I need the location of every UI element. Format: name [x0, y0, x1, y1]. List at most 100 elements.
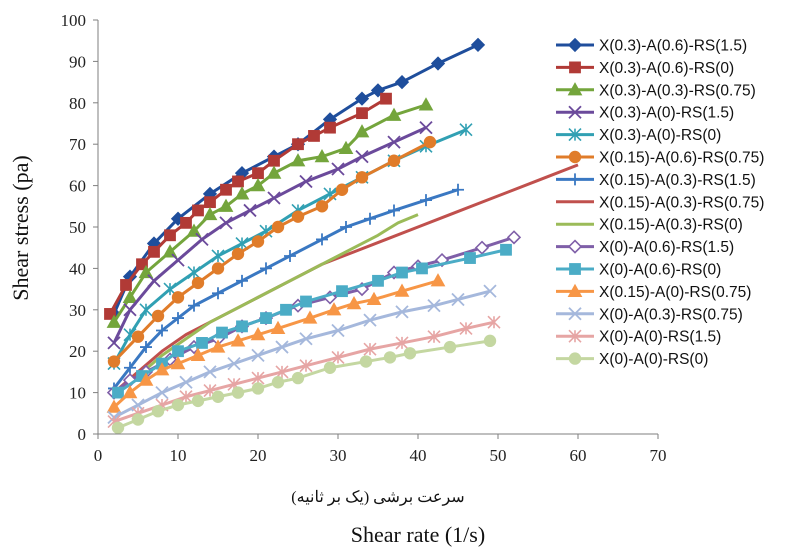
y-tick-label: 50 — [69, 218, 86, 237]
data-point — [316, 233, 328, 246]
legend-label: X(0)-A(0.3)-RS(0.75) — [599, 306, 743, 323]
legend-label: X(0)-A(0)-RS(0) — [599, 351, 708, 368]
data-point — [275, 365, 289, 379]
legend-label: X(0.3)-A(0.6)-RS(0) — [599, 60, 734, 77]
y-tick-label: 10 — [69, 384, 86, 403]
data-point — [567, 37, 583, 53]
legend-item: X(0.15)-A(0.3)-RS(0) — [556, 217, 743, 234]
data-point — [218, 198, 234, 212]
data-point — [136, 258, 148, 271]
legend-label: X(0.15)-A(0.3)-RS(0.75) — [599, 194, 764, 211]
legend-item: X(0)-A(0.6)-RS(0) — [556, 262, 721, 279]
data-point — [252, 167, 264, 180]
legend-label: X(0)-A(0)-RS(1.5) — [599, 329, 721, 346]
data-point — [216, 326, 228, 339]
data-point — [271, 220, 285, 234]
y-tick-label: 30 — [69, 301, 86, 320]
data-point — [363, 342, 377, 356]
legend-label: X(0.3)-A(0)-RS(1.5) — [599, 105, 734, 122]
data-point — [139, 303, 153, 317]
data-point — [191, 394, 205, 408]
data-point — [418, 97, 434, 111]
data-point — [191, 276, 205, 290]
data-point — [569, 61, 581, 74]
data-point — [308, 130, 320, 142]
series — [108, 183, 464, 395]
data-point — [403, 347, 417, 360]
y-tick-label: 100 — [61, 11, 87, 30]
data-point — [346, 295, 362, 310]
data-point — [567, 239, 583, 254]
y-tick-label: 0 — [78, 425, 87, 444]
data-point — [387, 135, 401, 149]
data-point — [107, 336, 121, 350]
data-point — [568, 105, 582, 119]
data-point — [196, 337, 208, 349]
data-point — [451, 292, 465, 307]
data-point — [154, 362, 170, 376]
plot-area — [104, 37, 579, 434]
data-point — [567, 82, 583, 96]
y-tick-label: 70 — [69, 135, 86, 154]
data-point — [324, 121, 336, 134]
data-point — [459, 321, 473, 335]
data-point — [106, 314, 122, 328]
data-point — [219, 216, 233, 230]
data-point — [271, 376, 285, 389]
data-point — [292, 138, 304, 151]
data-point — [122, 384, 138, 399]
legend-item: X(0.3)-A(0.6)-RS(0) — [556, 60, 734, 77]
data-point — [291, 210, 305, 223]
data-point — [251, 371, 265, 385]
data-point — [420, 194, 432, 207]
data-point — [383, 351, 397, 364]
data-point — [380, 92, 392, 105]
series-line — [117, 248, 507, 394]
y-tick-label: 80 — [69, 94, 86, 113]
y-tick-label: 20 — [69, 342, 86, 361]
x-tick-label: 30 — [330, 446, 347, 465]
data-point — [291, 371, 305, 385]
legend-item: X(0.15)-A(0)-RS(0.75) — [556, 283, 751, 301]
data-point — [470, 37, 486, 52]
x-ticks: 0 10 20 30 40 50 60 70 — [94, 434, 667, 465]
legend-item: X(0)-A(0)-RS(0) — [556, 351, 708, 368]
data-point — [230, 333, 246, 347]
data-point — [280, 303, 292, 316]
data-point — [363, 313, 377, 327]
data-point — [331, 350, 345, 364]
series-line — [112, 103, 427, 324]
data-point — [170, 355, 186, 370]
y-ticks: 0 10 20 30 40 50 60 70 80 90 100 — [61, 11, 98, 444]
series — [111, 334, 497, 434]
series — [113, 213, 419, 398]
legend-item: X(0)-A(0)-RS(1.5) — [556, 329, 721, 346]
data-point — [195, 232, 209, 247]
data-point — [179, 375, 193, 389]
data-point — [231, 386, 245, 399]
series — [107, 135, 437, 368]
data-point — [506, 230, 522, 245]
data-point — [220, 183, 232, 196]
data-point — [250, 177, 266, 192]
data-point — [260, 262, 272, 275]
series — [104, 92, 392, 320]
data-point — [251, 382, 265, 395]
data-point — [236, 320, 248, 333]
legend-label: X(0)-A(0.6)-RS(0) — [599, 262, 721, 279]
data-point — [323, 361, 337, 374]
data-point — [290, 153, 306, 167]
data-point — [340, 221, 352, 233]
series — [106, 273, 446, 413]
data-point — [569, 263, 581, 275]
x-tick-label: 0 — [94, 446, 103, 465]
data-point — [107, 355, 121, 368]
data-point — [190, 347, 206, 361]
data-point — [203, 365, 217, 379]
data-point — [331, 323, 345, 338]
data-point — [430, 56, 446, 71]
data-point — [210, 339, 226, 353]
legend-item: X(0.3)-A(0)-RS(0) — [556, 127, 721, 144]
data-point — [211, 262, 225, 275]
